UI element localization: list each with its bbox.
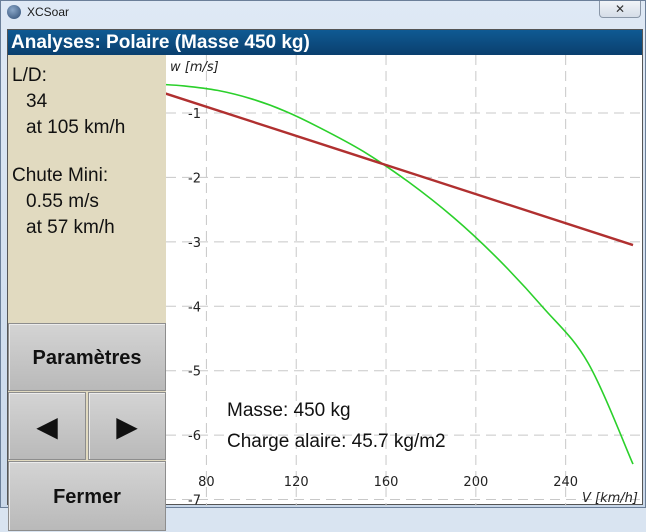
y-tick-label: -6 [188, 429, 201, 444]
polar-chart: 80 120 160 200 240 -1 -2 -3 -4 -5 -6 -7 w [m/s] V [… [166, 55, 642, 506]
previous-page-button[interactable]: ◀ [8, 392, 86, 460]
y-tick-label: -2 [188, 171, 201, 186]
arrow-right-icon: ▶ [116, 411, 138, 442]
best-glide-tangent-line [166, 92, 634, 247]
x-tick-label: 120 [284, 475, 309, 490]
next-page-button[interactable]: ▶ [88, 392, 166, 460]
ld-label: L/D: [12, 65, 47, 86]
info-panel: L/D: 34 at 105 km/h Chute Mini: 0.55 m/s… [8, 55, 166, 531]
parameters-button[interactable]: Paramètres [8, 323, 166, 391]
ld-speed: at 105 km/h [26, 117, 126, 138]
window-title: XCSoar [27, 5, 70, 19]
arrow-left-icon: ◀ [36, 411, 58, 442]
min-sink-label: Chute Mini: [12, 165, 109, 186]
x-axis-label: V [km/h] [582, 491, 638, 506]
title-bar: XCSoar ✕ [1, 1, 645, 23]
dialog-title: Analyses: Polaire (Masse 450 kg) [8, 30, 642, 55]
x-tick-label: 160 [374, 475, 399, 490]
polar-curve [166, 83, 634, 465]
mass-annotation: Masse: 450 kg [227, 400, 351, 421]
wing-loading-annotation: Charge alaire: 45.7 kg/m2 [227, 431, 446, 452]
y-axis-label: w [m/s] [170, 60, 219, 75]
ld-value: 34 [26, 91, 48, 112]
y-tick-label: -7 [188, 494, 201, 506]
x-tick-label: 240 [553, 475, 578, 490]
xcsoar-app-icon [7, 5, 21, 19]
x-tick-label: 200 [463, 475, 488, 490]
y-tick-label: -1 [188, 107, 201, 122]
polar-info: L/D: 34 at 105 km/h Chute Mini: 0.55 m/s… [12, 63, 162, 241]
min-sink-speed: at 57 km/h [26, 217, 115, 238]
x-tick-label: 80 [198, 475, 215, 490]
y-tick-label: -4 [188, 300, 201, 315]
y-tick-label: -5 [188, 365, 201, 380]
min-sink-value: 0.55 m/s [26, 191, 99, 212]
analysis-dialog: Analyses: Polaire (Masse 450 kg) L/D: 34… [7, 29, 643, 531]
close-dialog-button[interactable]: Fermer [8, 461, 166, 531]
window-close-button[interactable]: ✕ [599, 1, 641, 18]
y-tick-label: -3 [188, 236, 201, 251]
